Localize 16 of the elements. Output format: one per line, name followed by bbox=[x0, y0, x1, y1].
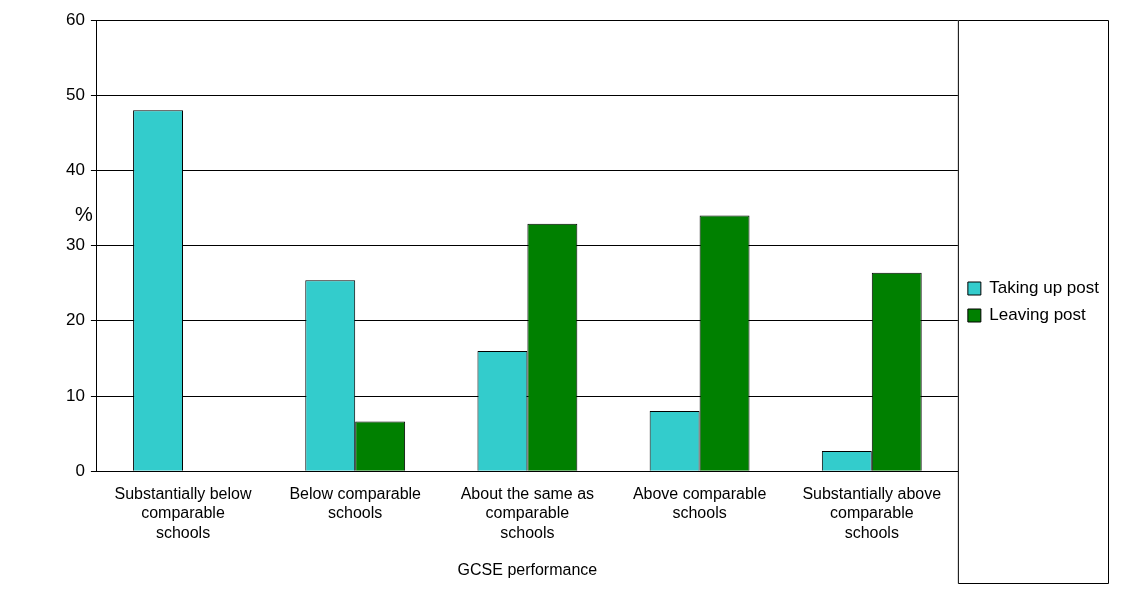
x-tick-label: Substantially below comparable schools bbox=[114, 485, 252, 541]
legend-label: Leaving post bbox=[989, 305, 1087, 325]
y-axis-title: % bbox=[75, 203, 94, 226]
y-tick-label: 50 bbox=[65, 84, 85, 104]
legend-label: Taking up post bbox=[989, 278, 1100, 298]
x-tick-label: Below comparable schools bbox=[289, 485, 422, 522]
x-axis-title: GCSE performance bbox=[457, 560, 598, 578]
x-tick-label: Above comparable schools bbox=[632, 485, 767, 522]
x-tick-label: Substantially above comparable schools bbox=[802, 485, 942, 541]
y-tick-label: 30 bbox=[65, 235, 85, 255]
y-tick-label: 60 bbox=[65, 9, 85, 29]
x-tick-label: About the same as comparable schools bbox=[460, 485, 595, 541]
y-tick-label: 20 bbox=[65, 310, 85, 330]
y-tick-label: 0 bbox=[75, 460, 85, 480]
y-tick-label: 10 bbox=[65, 385, 85, 405]
y-tick-label: 40 bbox=[65, 160, 85, 180]
